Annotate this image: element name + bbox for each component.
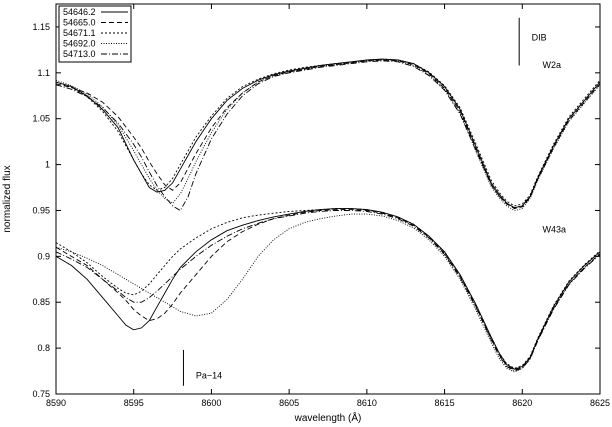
- series-line-w43a-3: [55, 208, 601, 369]
- legend-label: 54646.2: [63, 7, 96, 17]
- plot-frame: [55, 3, 601, 395]
- x-tick-label: 8625: [590, 398, 610, 408]
- ticks-layer: 8590 8595 8600 8605 8610 8615 8620 8625 0.75 0.8 0…: [32, 4, 610, 408]
- y-tick-label: 1.05: [32, 114, 50, 124]
- annotation-label: W2a: [542, 60, 561, 70]
- annotations-layer: DIB W2a W43a Pa−14: [182, 17, 566, 386]
- legend-label: 54692.0: [63, 39, 96, 49]
- y-tick-label: 0.95: [32, 205, 50, 215]
- x-tick-label: 8620: [512, 398, 532, 408]
- annotation-label: W43a: [542, 224, 566, 234]
- x-tick-label: 8595: [124, 398, 144, 408]
- series-line-w2a-2: [55, 59, 601, 210]
- y-tick-label: 1: [45, 160, 50, 170]
- x-tick-label: 8605: [279, 398, 299, 408]
- legend-label: 54671.1: [63, 28, 96, 38]
- series-line-w2a-5: [55, 60, 601, 212]
- series-line-w43a-5: [55, 210, 601, 372]
- series-line-w2a-3: [55, 58, 601, 207]
- series-line-w2a-4: [55, 59, 601, 211]
- y-tick-label: 1.1: [37, 68, 50, 78]
- x-tick-label: 8600: [201, 398, 221, 408]
- y-axis-label: normalized flux: [2, 165, 13, 232]
- series-layer: [55, 58, 601, 373]
- annotation-label: Pa−14: [196, 370, 222, 380]
- y-tick-label: 0.75: [32, 389, 50, 399]
- y-tick-label: 1.15: [32, 22, 50, 32]
- series-line-w43a-1: [55, 208, 601, 370]
- y-tick-label: 0.9: [37, 251, 50, 261]
- x-tick-label: 8590: [46, 398, 66, 408]
- x-tick-label: 8615: [435, 398, 455, 408]
- legend-label: 54713.0: [63, 49, 96, 59]
- series-line-w43a-2: [55, 209, 601, 371]
- series-line-w43a-4: [55, 213, 601, 373]
- y-tick-label: 0.8: [37, 343, 50, 353]
- x-axis-label: wavelength (Å): [294, 411, 362, 424]
- legend-label: 54665.0: [63, 18, 96, 28]
- series-line-w2a-1: [55, 58, 601, 209]
- y-tick-label: 0.85: [32, 297, 50, 307]
- legend-box: [58, 5, 132, 63]
- x-tick-label: 8610: [357, 398, 377, 408]
- annotation-label: DIB: [532, 33, 547, 43]
